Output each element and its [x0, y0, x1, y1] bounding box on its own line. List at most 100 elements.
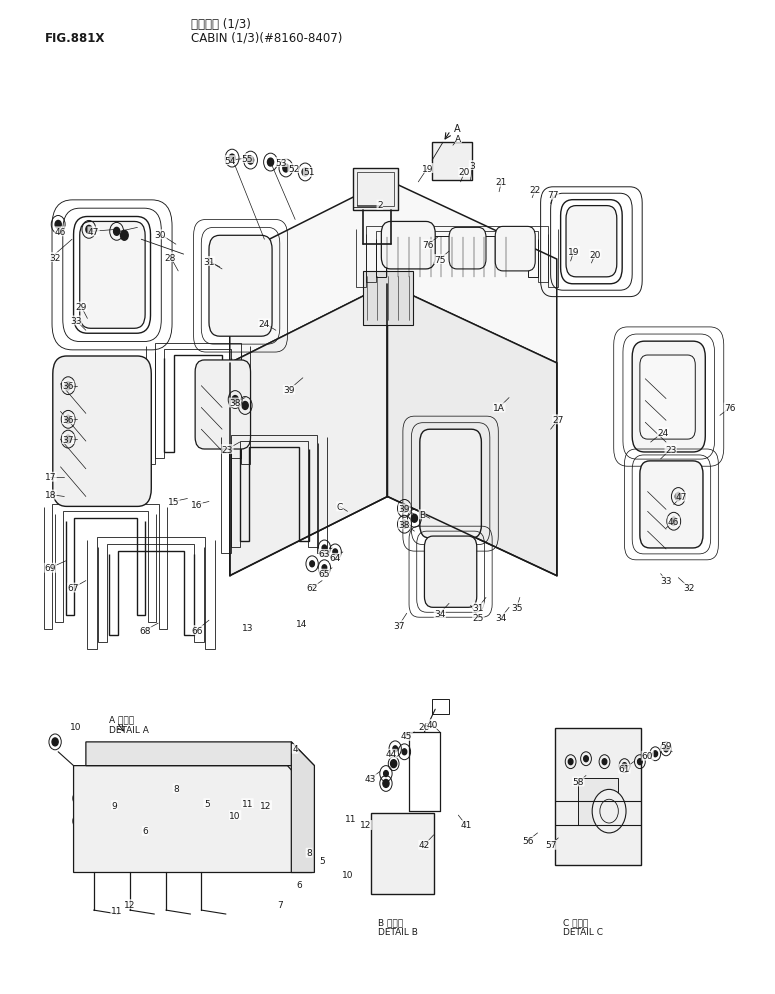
- Text: 17: 17: [45, 473, 57, 482]
- Circle shape: [247, 157, 253, 165]
- FancyBboxPatch shape: [80, 223, 145, 329]
- Circle shape: [115, 842, 119, 848]
- Circle shape: [283, 165, 289, 173]
- Text: 16: 16: [191, 500, 202, 509]
- Text: 6: 6: [143, 827, 148, 836]
- Text: 34: 34: [496, 613, 507, 622]
- Bar: [353, 169, 398, 211]
- Text: 31: 31: [203, 257, 215, 266]
- Text: 55: 55: [242, 154, 253, 163]
- Text: 38: 38: [398, 520, 410, 529]
- Text: 11: 11: [345, 814, 356, 823]
- Circle shape: [302, 169, 308, 177]
- Text: 29: 29: [76, 303, 87, 312]
- Circle shape: [65, 415, 71, 423]
- Circle shape: [120, 232, 128, 241]
- Text: 65: 65: [319, 570, 330, 579]
- Text: 42: 42: [418, 841, 430, 850]
- Text: 32: 32: [50, 253, 60, 262]
- Text: 64: 64: [329, 554, 341, 563]
- Text: 62: 62: [306, 583, 318, 592]
- Polygon shape: [291, 743, 315, 873]
- Text: DETAIL C: DETAIL C: [563, 927, 603, 936]
- FancyBboxPatch shape: [495, 228, 536, 271]
- Text: 27: 27: [553, 415, 564, 424]
- Circle shape: [210, 780, 215, 786]
- Text: 2: 2: [377, 201, 383, 210]
- Text: 23: 23: [222, 445, 233, 454]
- Circle shape: [568, 759, 573, 764]
- Text: 63: 63: [319, 550, 330, 559]
- Text: 56: 56: [522, 837, 533, 846]
- Circle shape: [675, 493, 681, 501]
- Text: 39: 39: [283, 386, 294, 395]
- Text: キャビン (1/3): キャビン (1/3): [191, 18, 251, 31]
- Text: 58: 58: [573, 777, 584, 786]
- Circle shape: [322, 566, 327, 572]
- Text: 1A: 1A: [493, 404, 505, 413]
- Text: 41: 41: [460, 821, 472, 830]
- Circle shape: [75, 817, 81, 825]
- Circle shape: [638, 759, 642, 764]
- Circle shape: [333, 550, 337, 556]
- FancyBboxPatch shape: [381, 223, 436, 269]
- FancyBboxPatch shape: [209, 236, 272, 337]
- Circle shape: [412, 515, 418, 523]
- Text: 75: 75: [434, 255, 446, 264]
- Text: 69: 69: [45, 564, 57, 573]
- Text: 66: 66: [191, 626, 202, 635]
- Text: 21: 21: [496, 178, 507, 187]
- Circle shape: [401, 505, 408, 513]
- Text: C 詳細図: C 詳細図: [563, 917, 588, 926]
- Text: 10: 10: [229, 811, 241, 820]
- Bar: [555, 729, 642, 865]
- Circle shape: [55, 222, 61, 230]
- Circle shape: [242, 403, 248, 410]
- Circle shape: [258, 782, 263, 788]
- Text: 36: 36: [63, 382, 74, 391]
- Text: 10: 10: [342, 870, 353, 879]
- Text: 15: 15: [168, 497, 179, 506]
- Circle shape: [65, 435, 71, 443]
- Text: 28: 28: [165, 253, 176, 262]
- Text: 52: 52: [288, 164, 299, 173]
- FancyBboxPatch shape: [640, 356, 695, 439]
- Polygon shape: [388, 284, 556, 577]
- Text: 13: 13: [242, 623, 253, 632]
- Text: 45: 45: [401, 732, 412, 741]
- Text: 24: 24: [657, 428, 669, 437]
- Text: 25: 25: [473, 613, 484, 622]
- Circle shape: [393, 746, 398, 752]
- Text: A 詳細図: A 詳細図: [109, 715, 134, 724]
- Text: 19: 19: [568, 248, 580, 256]
- Text: 36: 36: [63, 415, 74, 424]
- Text: 76: 76: [724, 404, 735, 413]
- Text: 22: 22: [529, 186, 541, 195]
- Text: A: A: [453, 124, 460, 134]
- Text: 5: 5: [319, 856, 325, 865]
- Text: 68: 68: [140, 626, 151, 635]
- Text: 7: 7: [277, 900, 283, 909]
- FancyBboxPatch shape: [425, 537, 477, 607]
- Text: 3: 3: [470, 161, 475, 170]
- Text: 47: 47: [88, 228, 99, 237]
- Text: 5: 5: [204, 799, 209, 808]
- Text: 20: 20: [590, 250, 601, 259]
- Text: 34: 34: [434, 609, 446, 618]
- Circle shape: [663, 746, 668, 752]
- Bar: [432, 700, 449, 715]
- FancyBboxPatch shape: [640, 461, 703, 549]
- Circle shape: [237, 850, 242, 856]
- Circle shape: [384, 770, 388, 776]
- Text: 8: 8: [173, 784, 179, 793]
- Circle shape: [402, 749, 407, 755]
- Circle shape: [670, 518, 677, 526]
- Polygon shape: [229, 284, 388, 577]
- Circle shape: [232, 397, 238, 405]
- Polygon shape: [229, 181, 556, 364]
- Text: 59: 59: [660, 742, 672, 750]
- Circle shape: [401, 521, 408, 529]
- FancyBboxPatch shape: [632, 342, 705, 452]
- Circle shape: [75, 794, 81, 802]
- Polygon shape: [74, 765, 312, 873]
